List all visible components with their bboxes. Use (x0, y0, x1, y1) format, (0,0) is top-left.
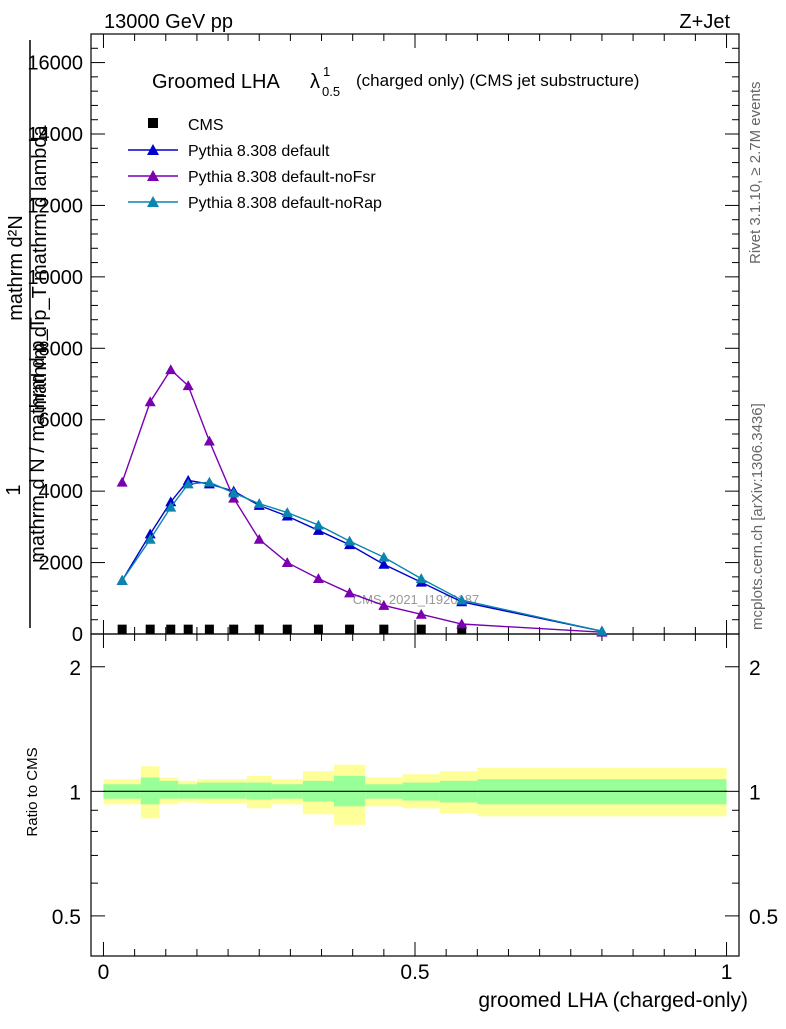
ratio-ylabel: Ratio to CMS (24, 747, 41, 836)
data-point (456, 618, 468, 629)
legend-label: Pythia 8.308 default (188, 143, 330, 160)
data-point (415, 573, 427, 584)
data-point (415, 608, 427, 619)
ratio-ytick-label: 2 (69, 657, 81, 680)
main-ytick-label: 12000 (27, 195, 83, 217)
data-point (344, 535, 356, 546)
data-point (203, 476, 215, 487)
data-point (116, 574, 128, 585)
main-ytick-label: 6000 (39, 410, 84, 432)
data-point (312, 573, 324, 584)
data-point (229, 624, 239, 634)
legend-item: CMS (148, 117, 224, 134)
main-ytick-label: 10000 (27, 267, 83, 289)
main-series (116, 364, 608, 637)
legend: CMS Pythia 8.308 default Pythia 8.308 defa… (128, 117, 382, 212)
title-sub: 0.5 (322, 84, 340, 99)
legend-label: CMS (188, 117, 224, 134)
data-point (345, 624, 355, 634)
data-point (281, 557, 293, 567)
data-point (378, 558, 390, 569)
main-ylabel: mathrm d²N mathrm d p_T mathrm d lambda … (3, 40, 51, 628)
data-point (182, 478, 194, 489)
data-point (313, 624, 323, 634)
mcplots-label: mcplots.cern.ch [arXiv:1306.3436] (749, 403, 766, 630)
data-point (165, 364, 177, 375)
header-process: Z+Jet (679, 11, 730, 33)
data-point (457, 624, 467, 634)
data-point (378, 599, 390, 610)
x-axis-label: groomed LHA (charged-only) (478, 989, 748, 1012)
data-point (203, 435, 215, 446)
data-point (281, 507, 293, 517)
legend-item: Pythia 8.308 default-noFsr (128, 169, 376, 186)
ratio-bands (103, 764, 727, 825)
data-point (378, 551, 390, 562)
data-point (228, 492, 240, 503)
ylabel-numerator: mathrm d²N (5, 215, 27, 321)
main-ytick-label: 14000 (27, 124, 83, 146)
title-lambda: λ (310, 71, 320, 93)
data-point (254, 624, 264, 634)
title-main: Groomed LHA (152, 71, 280, 93)
data-point (204, 624, 214, 634)
data-point (253, 533, 265, 544)
ylabel-norm: mathrm d N / mathrm d p_T (27, 317, 49, 563)
legend-marker (148, 118, 158, 128)
legend-marker (147, 170, 159, 181)
data-point (312, 524, 324, 535)
main-axes: 0 2000 4000 6000 8000 10000 12000 14000 16000 (27, 33, 740, 646)
xtick-label: 0.5 (400, 961, 429, 984)
main-ytick-label: 0 (72, 624, 83, 646)
data-point (183, 624, 193, 634)
data-point (456, 594, 468, 605)
data-point (379, 624, 389, 634)
main-ytick-label: 2000 (39, 553, 84, 575)
main-ytick-label: 4000 (39, 481, 84, 503)
legend-label: Pythia 8.308 default-noRap (188, 195, 382, 212)
legend-item: Pythia 8.308 default-noRap (128, 195, 382, 212)
legend-marker (147, 144, 159, 155)
data-point (596, 625, 608, 636)
legend-item: Pythia 8.308 default (128, 143, 330, 160)
data-point (312, 519, 324, 530)
data-point (117, 624, 127, 634)
ratio-ytick-label: 1 (69, 781, 81, 804)
ratio-ytick-label-right: 2 (749, 657, 761, 680)
series-line (121, 479, 603, 632)
main-ytick-label: 8000 (39, 338, 84, 360)
ratio-ytick-label-right: 0.5 (749, 906, 778, 929)
data-point (344, 587, 356, 598)
ratio-ytick-label: 0.5 (52, 906, 81, 929)
plot-title: Groomed LHA λ 1 0.5 (charged only) (CMS … (152, 64, 639, 99)
ratio-band-inner (159, 780, 179, 799)
ylabel-one: 1 (3, 484, 25, 495)
data-point (228, 487, 240, 498)
xtick-label: 1 (721, 961, 733, 984)
title-rest: (charged only) (CMS jet substructure) (356, 71, 639, 90)
data-point (253, 498, 265, 509)
ratio-band-inner (196, 782, 247, 799)
data-point (145, 624, 155, 634)
header-energy: 13000 GeV pp (104, 11, 233, 33)
title-sup: 1 (323, 64, 330, 79)
ratio-ytick-label-right: 1 (749, 781, 761, 804)
series-line (121, 481, 603, 632)
data-point (144, 533, 156, 544)
data-point (416, 624, 426, 634)
ylabel-denominator: mathrm d p_T mathrm d lambda (29, 124, 51, 410)
data-point (282, 624, 292, 634)
data-point (165, 501, 177, 512)
legend-label: Pythia 8.308 default-noFsr (188, 169, 376, 186)
ratio-axes: 0.5 0.5 1 1 2 2 0 0.5 1 (52, 633, 778, 984)
data-point (144, 396, 156, 407)
legend-marker (147, 196, 159, 207)
data-point (166, 624, 176, 634)
main-ytick-label: 16000 (27, 53, 83, 75)
xtick-label: 0 (98, 961, 110, 984)
data-point (116, 476, 128, 487)
rivet-label: Rivet 3.1.10, ≥ 2.7M events (747, 82, 764, 265)
data-point (182, 380, 194, 391)
